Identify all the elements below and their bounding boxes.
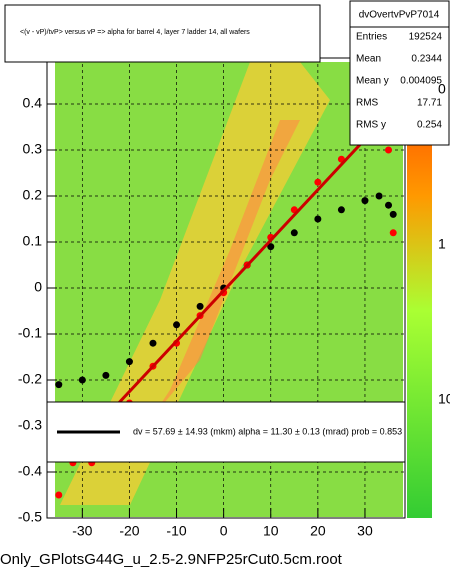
- x-tick-label: 30: [357, 523, 373, 539]
- x-tick-label: 10: [263, 523, 279, 539]
- stats-value: 192524: [409, 32, 443, 43]
- y-tick-label: 0.4: [23, 95, 43, 111]
- stats-value: 0.2344: [411, 54, 442, 65]
- stats-label: Mean: [356, 54, 381, 65]
- x-tick-label: 20: [310, 523, 326, 539]
- data-point: [314, 178, 322, 186]
- density-core: [150, 120, 300, 420]
- data-point: [196, 302, 204, 310]
- z-tick-label: 1: [438, 236, 446, 252]
- data-point: [314, 215, 322, 223]
- x-tick-label: -10: [166, 523, 186, 539]
- data-point: [389, 210, 397, 218]
- title-box: [4, 4, 321, 63]
- data-point: [78, 376, 86, 384]
- data-point: [173, 321, 181, 329]
- y-tick-label: -0.2: [18, 371, 42, 387]
- stats-title: dvOvertvPvP7014: [359, 10, 440, 21]
- legend-text: dv = 57.69 ± 14.93 (mkm) alpha = 11.30 ±…: [133, 426, 402, 436]
- data-point: [149, 339, 157, 347]
- y-tick-label: 0.1: [23, 233, 43, 249]
- z-tick-label: 0: [438, 81, 446, 97]
- x-tick-label: 0: [220, 523, 228, 539]
- y-tick-label: 0: [34, 279, 42, 295]
- y-tick-label: 0.3: [23, 141, 43, 157]
- y-tick-label: -0.3: [18, 417, 42, 433]
- z-tick-label: 10: [438, 391, 450, 407]
- stats-label: Entries: [356, 32, 387, 43]
- y-tick-label: 0.2: [23, 187, 43, 203]
- x-tick-label: -20: [119, 523, 139, 539]
- stats-label: RMS y: [356, 120, 386, 131]
- data-point: [389, 229, 397, 237]
- data-point: [385, 201, 393, 209]
- stats-label: Mean y: [356, 76, 389, 87]
- data-point: [375, 192, 383, 200]
- data-point: [385, 146, 393, 154]
- stats-value: 0.254: [417, 120, 442, 131]
- data-point: [102, 371, 110, 379]
- chart-title: <(v - vP)/tvP> versus vP => alpha for ba…: [20, 29, 250, 36]
- y-tick-label: -0.1: [18, 325, 42, 341]
- stats-value: 0.004095: [400, 76, 442, 87]
- data-point: [290, 229, 298, 237]
- x-tick-label: -30: [72, 523, 92, 539]
- data-point: [125, 358, 133, 366]
- stats-label: RMS: [356, 98, 379, 109]
- stats-value: 17.71: [417, 98, 442, 109]
- stats-box: [349, 0, 450, 146]
- file-name: Only_GPlotsG44G_u_2.5-2.9NFP25rCut0.5cm.…: [0, 551, 343, 568]
- data-point: [361, 197, 369, 205]
- data-point: [267, 243, 275, 251]
- data-point: [337, 206, 345, 214]
- data-point: [55, 491, 63, 499]
- y-tick-label: -0.4: [18, 463, 42, 479]
- data-point: [55, 381, 63, 389]
- y-tick-label: -0.5: [18, 509, 42, 525]
- fit-line: [104, 102, 400, 418]
